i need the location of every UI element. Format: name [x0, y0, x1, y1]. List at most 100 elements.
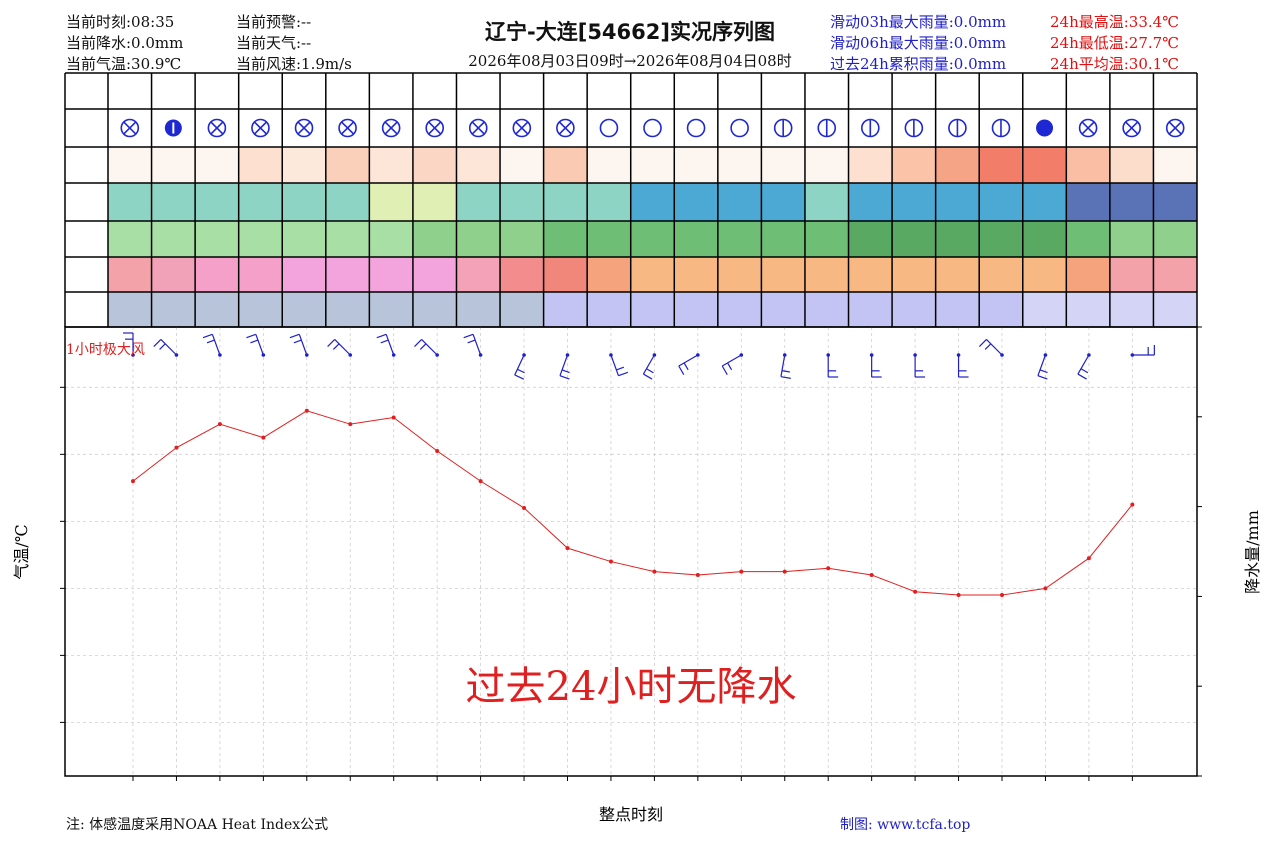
min-temp: 24h最低温:27.7℃ — [1050, 34, 1179, 52]
wind-barb — [414, 339, 439, 357]
page-title: 辽宁-大连[54662]实况序列图 — [485, 20, 775, 44]
temperature-point — [608, 559, 613, 564]
overcast-x-icon — [556, 118, 575, 138]
overcast-x-icon — [120, 118, 140, 138]
temperature-point — [739, 569, 744, 574]
visibility-cell-bg — [325, 147, 370, 183]
visibility-cell-bg — [761, 147, 805, 183]
wind_speed-cell-bg — [674, 292, 718, 327]
humidity-cell-bg — [630, 221, 675, 257]
wind_speed-cell-bg — [717, 292, 762, 327]
feels_like-cell-bg — [151, 257, 196, 292]
feels_like-cell-bg — [238, 257, 283, 292]
wind-barb — [376, 333, 396, 357]
visibility-cell-bg — [500, 147, 544, 183]
feels_like-cell-bg — [412, 257, 457, 292]
wind_speed-cell-bg — [1066, 292, 1110, 327]
temperature-point — [1086, 556, 1091, 561]
humidity-cell-bg — [500, 221, 544, 257]
overcast-x-icon — [381, 118, 401, 138]
wind-barb — [826, 353, 839, 378]
feels_like-cell-bg — [1153, 257, 1197, 292]
humidity-cell-bg — [848, 221, 893, 257]
temperature-point — [565, 546, 570, 551]
pressure-cell-bg — [369, 183, 413, 221]
temperature-point — [131, 479, 135, 484]
visibility-cell-bg — [238, 147, 283, 183]
feels_like-cell-bg — [456, 257, 501, 292]
pressure-cell-bg — [979, 183, 1023, 221]
humidity-cell-bg — [587, 221, 631, 257]
current-time: 当前时刻:08:35 — [66, 13, 175, 31]
pressure-cell-bg — [325, 183, 370, 221]
footer-credit[interactable]: 制图: www.tcfa.top — [840, 817, 971, 833]
pressure-cell-bg — [456, 183, 501, 221]
half-cover-icon — [991, 118, 1011, 138]
feels_like-cell-bg — [282, 257, 326, 292]
temperature-point — [1043, 586, 1048, 591]
humidity-cell-bg — [717, 221, 762, 257]
temperature-point — [217, 422, 222, 427]
temperature-point — [652, 569, 657, 574]
overcast-x-icon — [512, 118, 532, 138]
visibility-cell-bg — [804, 147, 849, 183]
wind_speed-cell-bg — [325, 292, 370, 327]
wind-barb — [869, 353, 882, 378]
visibility-cell-bg — [1153, 147, 1197, 183]
temperature-point — [869, 572, 874, 577]
feels_like-cell-bg — [804, 257, 849, 292]
wind_speed-cell-bg — [804, 292, 849, 327]
pressure-cell-bg — [1109, 183, 1154, 221]
feels_like-cell-bg — [1066, 257, 1110, 292]
pressure-cell-bg — [1153, 183, 1197, 221]
visibility-cell-bg — [195, 147, 239, 183]
wind_speed-cell-bg — [108, 292, 152, 327]
wind_speed-cell-bg — [892, 292, 936, 327]
wind-barb — [123, 332, 135, 357]
wind-barb — [559, 353, 570, 380]
current-precip: 当前降水:0.0mm — [66, 34, 184, 52]
humidity-cell-bg — [1153, 221, 1197, 257]
humidity-cell-bg — [195, 221, 239, 257]
temperature-point — [478, 479, 483, 484]
pressure-cell-bg — [630, 183, 675, 221]
avg-temp: 24h平均温:30.1℃ — [1050, 55, 1179, 73]
feels_like-cell-bg — [108, 257, 152, 292]
full-cover-icon — [1036, 119, 1054, 137]
wind_speed-cell-bg — [1153, 292, 1197, 327]
visibility-cell-bg — [369, 147, 413, 183]
feels_like-cell-bg — [761, 257, 805, 292]
humidity-cell-bg — [761, 221, 805, 257]
wind_speed-cell-bg — [979, 292, 1023, 327]
half-cover-icon — [948, 118, 967, 138]
visibility-cell-bg — [848, 147, 893, 183]
overcast-x-icon — [251, 118, 270, 138]
rain-6h: 滑动06h最大雨量:0.0mm — [830, 34, 1007, 52]
temperature-point — [695, 572, 700, 577]
temperature-chart — [60, 326, 1202, 781]
humidity-cell-bg — [1066, 221, 1110, 257]
wind-barb — [1130, 345, 1155, 357]
current-wind: 当前风速:1.9m/s — [236, 55, 352, 73]
pressure-cell-bg — [804, 183, 849, 221]
pressure-cell-bg — [674, 183, 718, 221]
overcast-x-icon — [1165, 118, 1185, 138]
pressure-cell-bg — [892, 183, 936, 221]
temperature-point — [956, 593, 961, 598]
pressure-cell-bg — [1066, 183, 1110, 221]
temperature-point — [782, 569, 787, 574]
wind-barb — [153, 339, 179, 357]
temperature-point — [826, 566, 831, 571]
feels_like-cell-bg — [543, 257, 588, 292]
temperature-point — [913, 589, 918, 594]
temperature-point — [348, 422, 353, 427]
clear-ring-icon — [599, 118, 619, 138]
page-subtitle: 2026年08月03日09时→2026年08月04日08时 — [468, 52, 792, 70]
feels_like-cell-bg — [717, 257, 762, 292]
feels_like-cell-bg — [892, 257, 936, 292]
feels_like-cell-bg — [979, 257, 1023, 292]
feels_like-cell-bg — [500, 257, 544, 292]
visibility-cell-bg — [456, 147, 501, 183]
wind_speed-cell-bg — [238, 292, 283, 327]
